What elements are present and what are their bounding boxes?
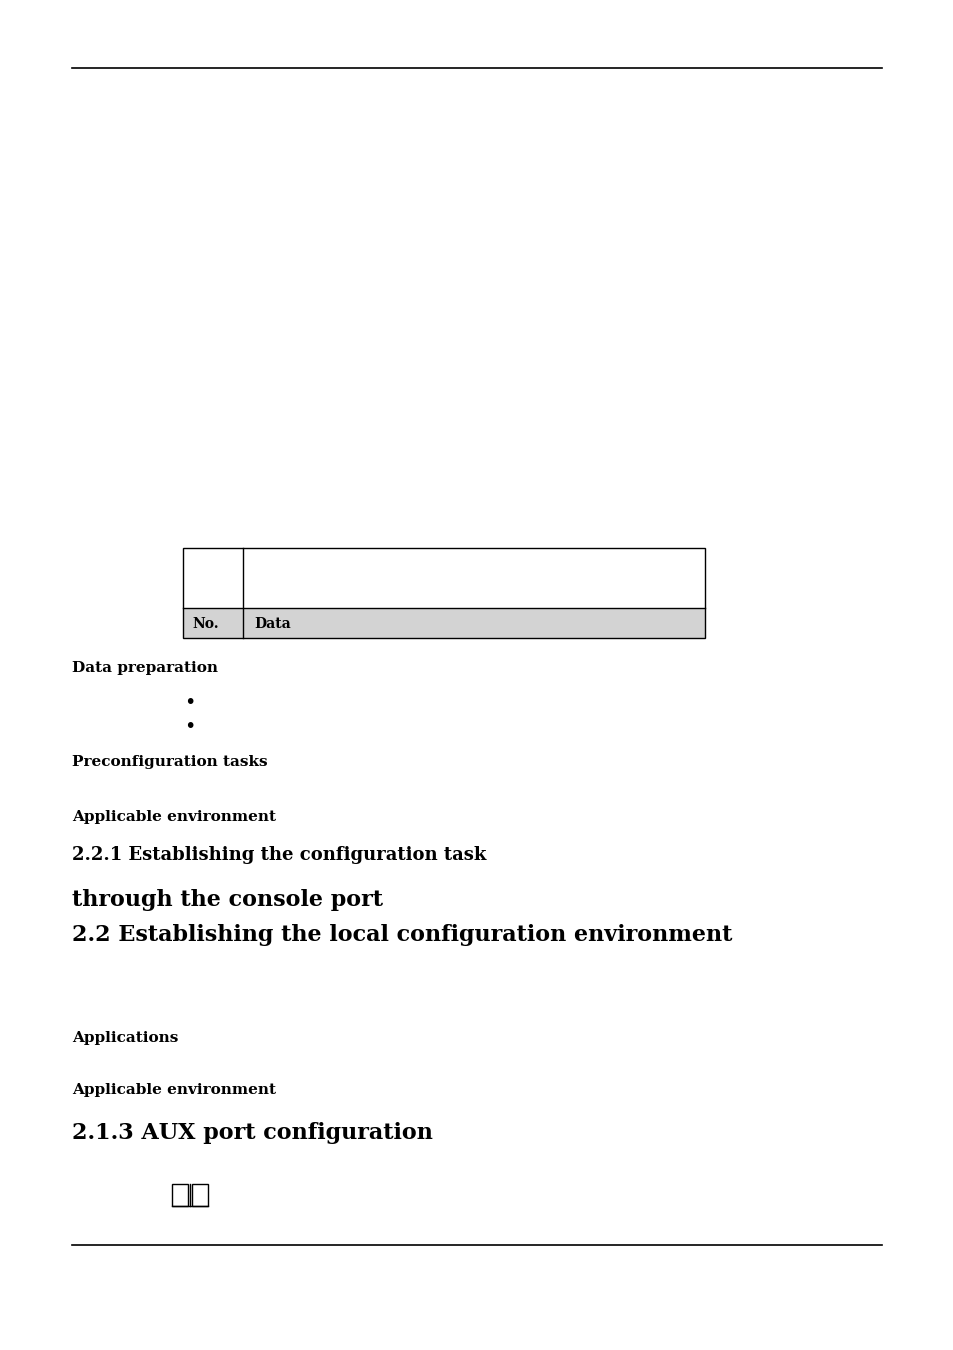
Text: 2.2 Establishing the local configuration environment: 2.2 Establishing the local configuration…: [71, 923, 732, 946]
Text: Data preparation: Data preparation: [71, 662, 218, 675]
Bar: [183, 608, 704, 639]
Text: through the console port: through the console port: [71, 890, 382, 911]
Text: Preconfiguration tasks: Preconfiguration tasks: [71, 755, 268, 770]
Text: 2.2.1 Establishing the configuration task: 2.2.1 Establishing the configuration tas…: [71, 846, 486, 864]
Text: Data: Data: [253, 617, 291, 630]
Text: Applicable environment: Applicable environment: [71, 1083, 275, 1098]
FancyBboxPatch shape: [172, 1184, 188, 1206]
Text: Applicable environment: Applicable environment: [71, 810, 275, 824]
Text: 2.1.3 AUX port configuration: 2.1.3 AUX port configuration: [71, 1122, 433, 1143]
Text: •: •: [184, 717, 195, 736]
Text: •: •: [184, 694, 195, 713]
FancyBboxPatch shape: [192, 1184, 208, 1206]
Text: No.: No.: [192, 617, 218, 630]
Text: Applications: Applications: [71, 1031, 178, 1045]
Bar: [183, 548, 704, 639]
